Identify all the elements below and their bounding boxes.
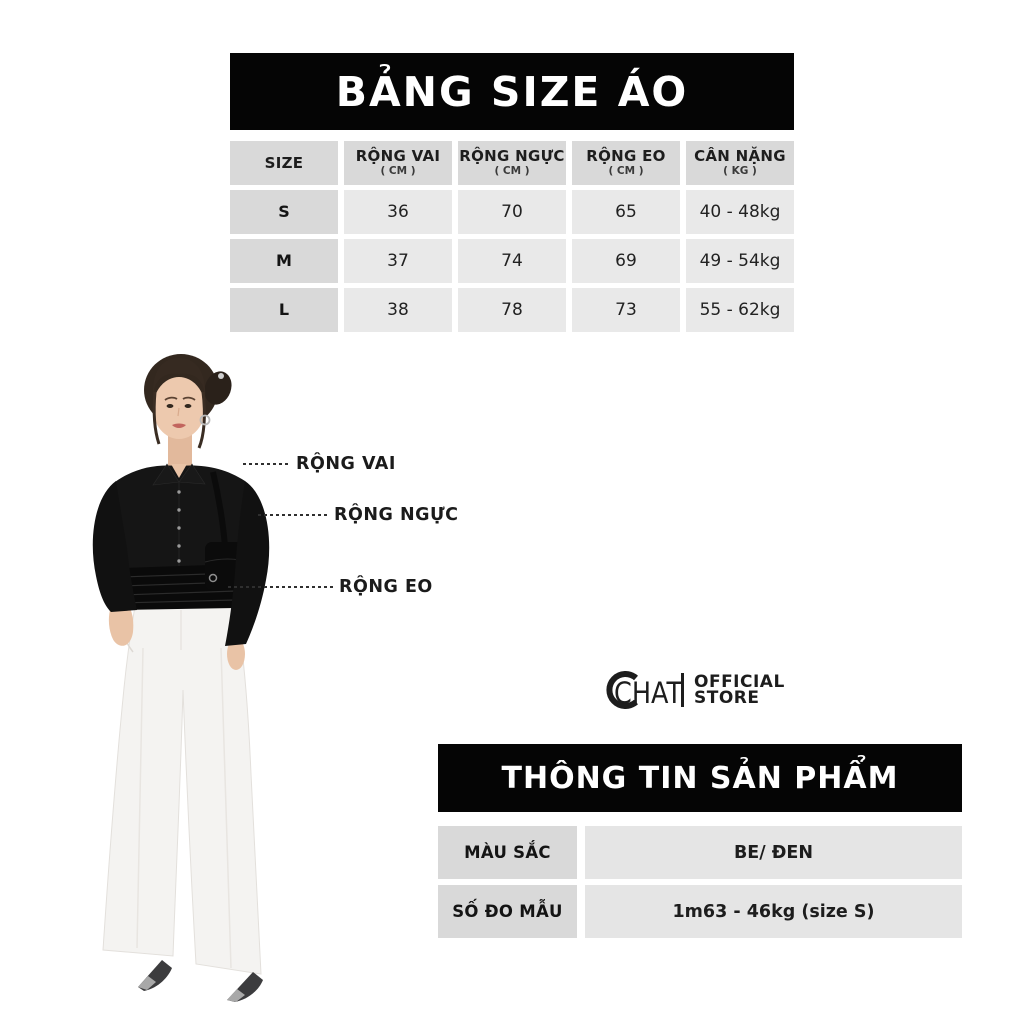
hair-fringe — [152, 358, 206, 400]
table-row-m-waist: 69 — [572, 239, 680, 283]
table-row-m-shoulder: 37 — [344, 239, 452, 283]
brand-c-icon — [606, 671, 638, 709]
leader-line-shoulder — [243, 463, 291, 465]
table-row-s-size: S — [230, 190, 338, 234]
column-header-weight: CÂN NẶNG ( KG ) — [686, 141, 794, 185]
info-label-color: MÀU SẮC — [438, 826, 577, 879]
product-info-table: MÀU SẮC BE/ ĐEN SỐ ĐO MẪU 1m63 - 46kg (s… — [438, 826, 962, 938]
official-store-text: OFFICIAL STORE — [694, 672, 785, 708]
size-chart-title-band: BẢNG SIZE ÁO — [230, 53, 794, 130]
column-header-waist: RỘNG EO ( CM ) — [572, 141, 680, 185]
column-header-size: SIZE — [230, 141, 338, 185]
table-row-m-size: M — [230, 239, 338, 283]
product-info-title: THÔNG TIN SẢN PHẨM — [501, 760, 899, 796]
table-row-s-waist: 65 — [572, 190, 680, 234]
neck — [168, 430, 192, 466]
column-header-shoulder: RỘNG VAI ( CM ) — [344, 141, 452, 185]
leader-line-bust — [258, 514, 329, 516]
product-info-title-band: THÔNG TIN SẢN PHẨM — [438, 744, 962, 812]
hoop-earring — [199, 414, 211, 426]
measurement-label-bust: RỘNG NGỰC — [334, 505, 459, 525]
pointed-heels — [138, 960, 263, 1002]
face — [153, 377, 205, 439]
brand-logo: CHAT OFFICIAL STORE — [603, 669, 785, 711]
table-row-m-bust: 74 — [458, 239, 566, 283]
right-hand — [227, 638, 245, 670]
table-row-l-bust: 78 — [458, 288, 566, 332]
measurement-label-shoulder: RỘNG VAI — [296, 454, 396, 474]
table-row-s-bust: 70 — [458, 190, 566, 234]
right-sleeve — [225, 481, 270, 646]
table-row-s-weight: 40 - 48kg — [686, 190, 794, 234]
left-sleeve — [92, 481, 137, 612]
size-chart-title: BẢNG SIZE ÁO — [335, 67, 689, 116]
model-photo — [92, 354, 270, 1002]
table-row-l-weight: 55 - 62kg — [686, 288, 794, 332]
table-row-s-shoulder: 36 — [344, 190, 452, 234]
column-header-bust: RỘNG NGỰC ( CM ) — [458, 141, 566, 185]
table-row-m-weight: 49 - 54kg — [686, 239, 794, 283]
table-row-l-waist: 73 — [572, 288, 680, 332]
table-row-l-shoulder: 38 — [344, 288, 452, 332]
table-row-l-size: L — [230, 288, 338, 332]
info-value-color: BE/ ĐEN — [585, 826, 962, 879]
white-trousers — [102, 603, 262, 975]
logo-divider — [681, 673, 684, 707]
hair-clip — [218, 373, 224, 379]
info-value-model-size: 1m63 - 46kg (size S) — [585, 885, 962, 938]
brand-text: CHAT — [614, 676, 683, 710]
leader-line-waist — [228, 586, 334, 588]
size-chart-table: SIZE RỘNG VAI ( CM ) RỘNG NGỰC ( CM ) RỘ… — [230, 141, 794, 332]
brand-mark: CHAT — [603, 669, 682, 711]
info-label-model-size: SỐ ĐO MẪU — [438, 885, 577, 938]
measurement-label-waist: RỘNG EO — [339, 577, 433, 597]
